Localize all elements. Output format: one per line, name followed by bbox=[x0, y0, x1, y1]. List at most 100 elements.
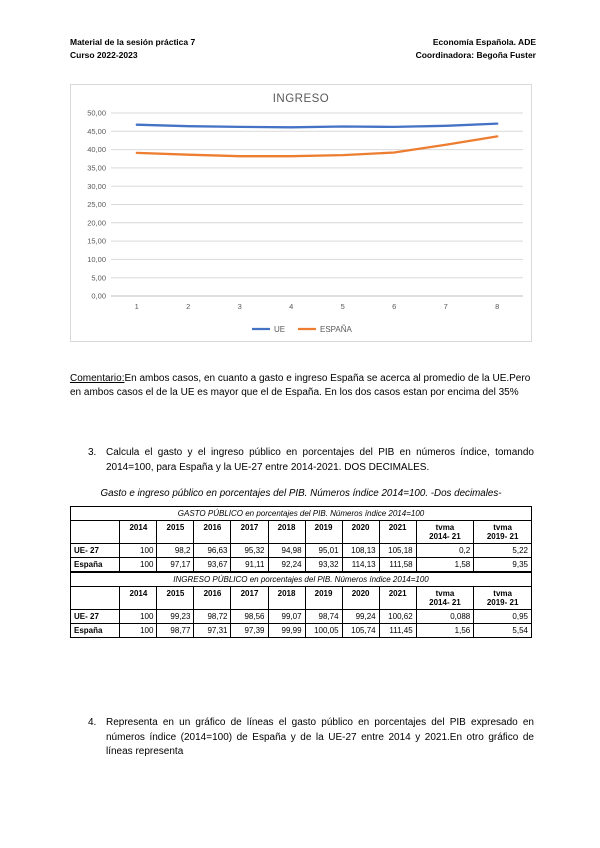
table-col-header: 2017 bbox=[230, 520, 269, 544]
table-cell: 5,22 bbox=[473, 543, 532, 558]
item4-text: Representa en un gráfico de líneas el ga… bbox=[106, 717, 534, 757]
table-row: UE- 27 100 99,23 98,72 98,56 99,07 98,74 99,24 1… bbox=[69, 609, 532, 624]
svg-text:10,00: 10,00 bbox=[87, 255, 106, 264]
table-col-header: 2019 bbox=[304, 520, 343, 544]
svg-text:2: 2 bbox=[186, 302, 190, 311]
comentario-text: En ambos casos, en cuanto a gasto e ingr… bbox=[70, 373, 531, 399]
svg-text:40,00: 40,00 bbox=[87, 145, 106, 154]
svg-text:6: 6 bbox=[392, 302, 396, 311]
svg-text:0,00: 0,00 bbox=[91, 292, 106, 301]
table-cell: 98,74 bbox=[304, 609, 343, 624]
comentario-paragraph: Comentario:En ambos casos, en cuanto a g… bbox=[70, 372, 534, 400]
table-row-label: España bbox=[69, 557, 121, 572]
table-cell: 100 bbox=[119, 609, 158, 624]
table-col-header: 2020 bbox=[341, 586, 380, 610]
table-title: INGRESO PÚBLICO en porcentajes del PIB. … bbox=[70, 572, 532, 587]
svg-text:8: 8 bbox=[495, 302, 499, 311]
header-left-line1: Material de la sesión práctica 7 bbox=[70, 37, 196, 47]
table-cell: 9,35 bbox=[473, 557, 532, 572]
table-cell: 5,54 bbox=[473, 623, 532, 638]
table-col-header: 2018 bbox=[267, 520, 306, 544]
svg-text:45,00: 45,00 bbox=[87, 127, 106, 136]
item3-text: Calcula el gasto y el ingreso público en… bbox=[106, 447, 534, 473]
svg-text:30,00: 30,00 bbox=[87, 182, 106, 191]
table-row: UE- 27 100 98,2 96,63 95,32 94,98 95,01 108,13 1… bbox=[69, 543, 532, 558]
table-cell: 0,088 bbox=[415, 609, 475, 624]
chart-legend: UE ESPAÑA bbox=[252, 325, 353, 334]
table-col-header: 2015 bbox=[156, 586, 195, 610]
table-col-header: 2020 bbox=[341, 520, 380, 544]
item4-number: 4. bbox=[88, 717, 97, 728]
table-col-header: 2018 bbox=[267, 586, 306, 610]
table-row-label: UE- 27 bbox=[69, 609, 121, 624]
svg-text:20,00: 20,00 bbox=[87, 218, 106, 227]
table-cell: 105,18 bbox=[378, 543, 417, 558]
table-col-header: 2014 bbox=[119, 586, 158, 610]
header-right-line2: Coordinadora: Begoña Fuster bbox=[415, 49, 536, 60]
table-cell: 95,01 bbox=[304, 543, 343, 558]
table-col-header: 2021 bbox=[378, 586, 417, 610]
table-cell: 99,24 bbox=[341, 609, 380, 624]
svg-text:35,00: 35,00 bbox=[87, 164, 106, 173]
chart-gridlines: 0,00 5,00 10,00 15,00 20,00 25,00 30,00 35,00 40… bbox=[87, 109, 523, 301]
table-cell: 97,17 bbox=[156, 557, 195, 572]
table-title: GASTO PÚBLICO en porcentajes del PIB. Nú… bbox=[70, 506, 532, 521]
table-col-header: 2019 bbox=[304, 586, 343, 610]
table-cell: 111,58 bbox=[378, 557, 417, 572]
table-cell: 99,23 bbox=[156, 609, 195, 624]
table-col-header: 2016 bbox=[193, 520, 232, 544]
table-cell: 92,24 bbox=[267, 557, 306, 572]
pib-table-1: INGRESO PÚBLICO en porcentajes del PIB. … bbox=[69, 572, 532, 638]
svg-text:50,00: 50,00 bbox=[87, 109, 106, 118]
header-right: Economía Española. ADE Coordinadora: Beg… bbox=[416, 36, 536, 62]
table-cell: 100 bbox=[119, 543, 158, 558]
svg-text:ESPAÑA: ESPAÑA bbox=[320, 325, 353, 334]
svg-text:5,00: 5,00 bbox=[91, 273, 106, 282]
table-cell: 98,77 bbox=[156, 623, 195, 638]
table-caption: Gasto e ingreso público en porcentajes d… bbox=[100, 488, 502, 499]
table-cell: 114,13 bbox=[341, 557, 380, 572]
table-cell: 94,98 bbox=[267, 543, 306, 558]
numbered-item-3: 3. Calcula el gasto y el ingreso público… bbox=[88, 446, 534, 475]
table-cell: 91,11 bbox=[230, 557, 269, 572]
svg-text:7: 7 bbox=[444, 302, 448, 311]
table-row-label: España bbox=[69, 623, 121, 638]
table-cell: 0,2 bbox=[415, 543, 475, 558]
item3-number: 3. bbox=[88, 447, 97, 458]
svg-text:UE: UE bbox=[274, 325, 285, 334]
numbered-item-4: 4. Representa en un gráfico de líneas el… bbox=[88, 716, 534, 760]
table-cell: 100,62 bbox=[378, 609, 417, 624]
chart-series-ESPAÑA bbox=[135, 135, 499, 158]
table-cell: 108,13 bbox=[341, 543, 380, 558]
header-right-line1: Economía Española. ADE bbox=[432, 37, 536, 47]
table-cell: 97,39 bbox=[230, 623, 269, 638]
header-left: Material de la sesión práctica 7 Curso 2… bbox=[70, 36, 195, 62]
tables: GASTO PÚBLICO en porcentajes del PIB. Nú… bbox=[69, 506, 532, 638]
table-cell: 99,99 bbox=[267, 623, 306, 638]
table-cell: 97,31 bbox=[193, 623, 232, 638]
comentario-label: Comentario: bbox=[70, 373, 125, 384]
table-cell: 96,63 bbox=[193, 543, 232, 558]
table-col-header: 2016 bbox=[193, 586, 232, 610]
table-cell: 111,45 bbox=[378, 623, 417, 638]
table-cell: 98,2 bbox=[156, 543, 195, 558]
svg-text:4: 4 bbox=[289, 302, 293, 311]
chart-x-labels: 1 2 3 4 5 6 7 8 bbox=[135, 302, 500, 311]
table-row-label: UE- 27 bbox=[69, 543, 121, 558]
svg-text:1: 1 bbox=[135, 302, 139, 311]
svg-text:25,00: 25,00 bbox=[87, 200, 106, 209]
table-col-header: 2014 bbox=[119, 520, 158, 544]
table-cell: 100 bbox=[119, 623, 158, 638]
table-corner-cell bbox=[69, 586, 121, 610]
table-cell: 100 bbox=[119, 557, 158, 572]
table-cell: 93,32 bbox=[304, 557, 343, 572]
table-col-header: 2021 bbox=[378, 520, 417, 544]
table-row: España 100 97,17 93,67 91,11 92,24 93,32 114,13… bbox=[69, 557, 532, 572]
table-cell: 98,56 bbox=[230, 609, 269, 624]
document-header: Material de la sesión práctica 7 Curso 2… bbox=[70, 36, 536, 62]
table-cell: 105,74 bbox=[341, 623, 380, 638]
svg-text:5: 5 bbox=[341, 302, 345, 311]
svg-text:15,00: 15,00 bbox=[87, 237, 106, 246]
table-cell: 1,56 bbox=[415, 623, 475, 638]
ingreso-line-chart: INGRESO 0,00 5,00 10,00 15,00 20,00 25,00 30,00… bbox=[70, 84, 532, 342]
